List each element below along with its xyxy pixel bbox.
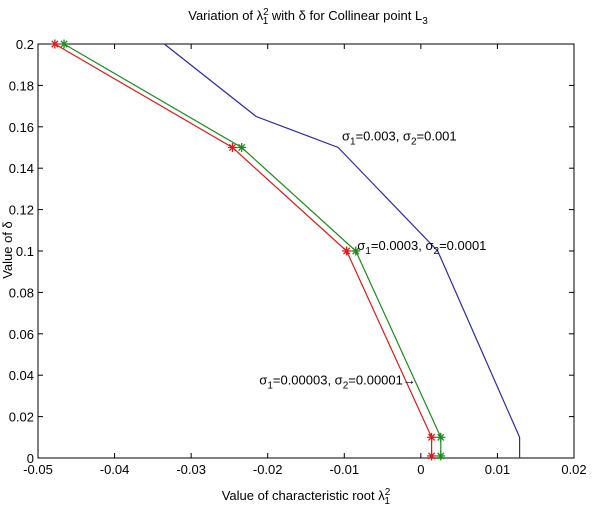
axes: -0.05 -0.04 -0.03 -0.02 -0.01 0 0.01 0.02 0 0.02 0… [9, 37, 587, 477]
y-tick-label: 0.02 [9, 410, 34, 425]
data-point-marker [59, 39, 69, 49]
data-point-marker [227, 143, 237, 152]
x-axis-label: Value of characteristic root λ2 1 [222, 487, 391, 507]
data-point-marker [237, 143, 247, 152]
x-tick-label: -0.04 [100, 462, 130, 477]
sigma-annotation-3: σ1=0.00003, σ2=0.00001→ [259, 373, 416, 392]
y-tick-label: 0.1 [16, 244, 34, 259]
data-point-marker [427, 451, 437, 461]
series-line-1 [163, 43, 521, 458]
data-point-marker [427, 432, 437, 442]
y-tick-label: 0.16 [9, 120, 34, 135]
x-tick-label: -0.02 [253, 462, 283, 477]
data-point-marker [50, 39, 60, 49]
x-tick-label: -0.05 [23, 462, 53, 477]
y-tick-label: 0.08 [9, 285, 34, 300]
data-point-marker [351, 246, 361, 256]
series-group [50, 39, 521, 461]
y-tick-label: 0.12 [9, 203, 34, 218]
sigma-annotation-2: σ1=0.0003, σ2=0.0001 [357, 238, 486, 257]
data-point-marker [436, 451, 446, 461]
y-tick-label: 0.04 [9, 368, 34, 383]
data-point-marker [436, 432, 446, 442]
sigma-annotation-1: σ1=0.003, σ2=0.001 [342, 128, 457, 147]
x-tick-label: -0.03 [176, 462, 206, 477]
y-tick-label: 0.18 [9, 78, 34, 93]
y-tick-label: 0.06 [9, 327, 34, 342]
x-tick-label: 0.02 [561, 462, 586, 477]
x-tick-label: -0.01 [329, 462, 359, 477]
y-tick-label: 0.2 [16, 37, 34, 52]
y-tick-label: 0.14 [9, 161, 34, 176]
y-axis-label: Value of δ [0, 221, 15, 279]
y-tick-label: 0 [27, 451, 34, 466]
data-point-marker [342, 246, 352, 256]
x-tick-label: 0 [417, 462, 424, 477]
annotations-group: σ1=0.003, σ2=0.001 σ1=0.0003, σ2=0.0001 σ1… [259, 128, 486, 391]
x-tick-label: 0.01 [485, 462, 510, 477]
chart-title: Variation of λ2 1 with δ for Collinear po… [188, 7, 428, 27]
